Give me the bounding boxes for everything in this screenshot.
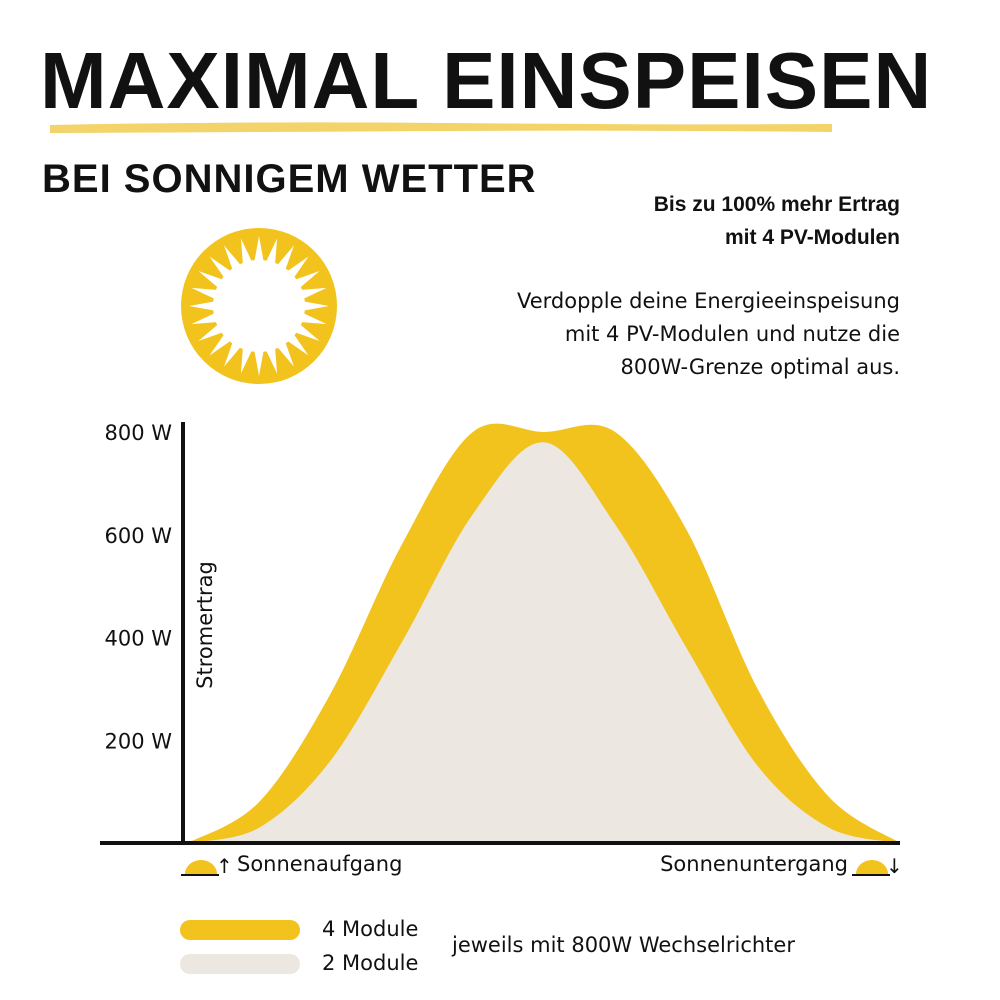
sun-ray: [240, 347, 253, 374]
legend-label-4-module: 4 Module: [322, 917, 419, 941]
sun-ray: [189, 301, 216, 311]
sun-ray: [265, 347, 278, 374]
page-subtitle: BEI SONNIGEM WETTER: [42, 157, 537, 201]
sun-ray: [224, 245, 242, 271]
yield-highlight: Bis zu 100% mehr Ertrag mit 4 PV-Modulen: [654, 188, 900, 254]
sun-ray: [300, 287, 327, 300]
svg-text:↑: ↑: [216, 854, 233, 878]
y-axis-title: Stromertrag: [193, 561, 217, 689]
sun-ray: [198, 323, 224, 341]
y-tick-label: 400 W: [104, 627, 172, 651]
peak-fade: [380, 300, 720, 410]
y-tick-label: 200 W: [104, 729, 172, 753]
legend-swatch-4-module: [180, 920, 300, 940]
description: Verdopple deine Energieeinspeisung mit 4…: [517, 285, 900, 384]
sun-ray: [240, 238, 253, 265]
sun-ray: [276, 341, 294, 367]
sun-ray: [254, 236, 264, 263]
sun-ray: [224, 341, 242, 367]
sunset-label: Sonnenuntergang: [660, 852, 848, 876]
y-tick-label: 600 W: [104, 524, 172, 548]
description-line: 800W-Grenze optimal aus.: [620, 355, 900, 379]
sun-ray: [300, 312, 327, 325]
sun-ray: [286, 333, 309, 356]
sun-ray: [286, 256, 309, 279]
legend-label-2-module: 2 Module: [322, 951, 419, 975]
sunrise-icon: ↑: [181, 854, 233, 878]
description-line: Verdopple deine Energieeinspeisung: [516, 289, 900, 313]
sun-ray: [294, 323, 320, 341]
description-line: mit 4 PV-Modulen und nutze die: [564, 322, 900, 346]
sun-ray: [198, 271, 224, 289]
highlight-line: mit 4 PV-Modulen: [724, 226, 900, 249]
x-axis-start-label: Sonnenaufgang: [180, 852, 402, 876]
x-axis-end-label: Sonnenuntergang: [660, 852, 904, 876]
y-tick-label: 800 W: [104, 421, 172, 445]
sun-ray: [276, 245, 294, 271]
sun-ray: [302, 301, 329, 311]
sun-ray: [254, 349, 264, 376]
page-title: MAXIMAL EINSPEISEN: [40, 36, 933, 125]
legend-note: jeweils mit 800W Wechselrichter: [452, 933, 795, 957]
svg-text:↓: ↓: [886, 854, 903, 878]
sunrise-label: Sonnenaufgang: [237, 852, 403, 876]
sunset-icon: ↓: [852, 854, 903, 878]
sun-icon: [181, 228, 337, 384]
title-underline: [50, 122, 832, 133]
sun-ray: [209, 333, 232, 356]
series-area-2-module: [188, 442, 900, 843]
legend-swatch-2-module: [180, 954, 300, 974]
highlight-line: Bis zu 100% mehr Ertrag: [653, 193, 900, 216]
sun-ray: [191, 312, 218, 325]
sun-ray: [191, 287, 218, 300]
sun-ray: [294, 271, 320, 289]
sun-ray: [209, 256, 232, 279]
sun-ray: [265, 238, 278, 265]
